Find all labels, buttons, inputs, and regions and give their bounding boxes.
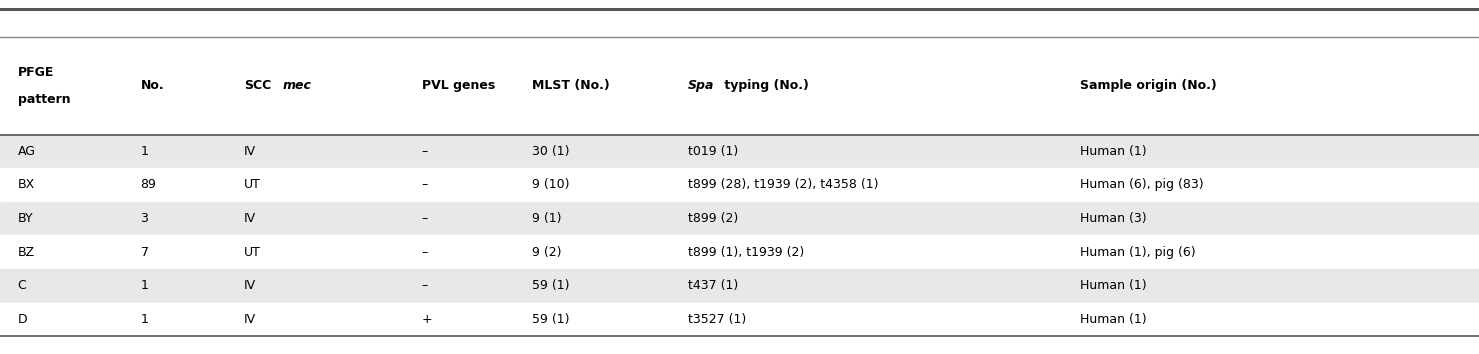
Text: t3527 (1): t3527 (1) [688, 313, 745, 326]
Text: MLST (No.): MLST (No.) [532, 79, 611, 92]
Text: Human (1): Human (1) [1080, 313, 1146, 326]
Text: 1: 1 [141, 145, 148, 158]
Text: IV: IV [244, 279, 256, 292]
Text: Sample origin (No.): Sample origin (No.) [1080, 79, 1216, 92]
Text: –: – [422, 145, 427, 158]
Text: t899 (1), t1939 (2): t899 (1), t1939 (2) [688, 246, 805, 259]
Text: Spa: Spa [688, 79, 714, 92]
Text: PFGE: PFGE [18, 66, 55, 79]
Text: 1: 1 [141, 313, 148, 326]
Text: No.: No. [141, 79, 164, 92]
Text: +: + [422, 313, 432, 326]
Text: 59 (1): 59 (1) [532, 313, 569, 326]
Bar [0, 168, 1479, 202]
Text: IV: IV [244, 212, 256, 225]
Text: 7: 7 [141, 246, 148, 259]
Text: BY: BY [18, 212, 34, 225]
Text: –: – [422, 279, 427, 292]
Text: 30 (1): 30 (1) [532, 145, 569, 158]
Text: Human (1), pig (6): Human (1), pig (6) [1080, 246, 1195, 259]
Bar [0, 202, 1479, 235]
Text: Human (3): Human (3) [1080, 212, 1146, 225]
Text: –: – [422, 178, 427, 192]
Text: typing (No.): typing (No.) [720, 79, 809, 92]
Text: PVL genes: PVL genes [422, 79, 495, 92]
Text: 9 (10): 9 (10) [532, 178, 569, 192]
Text: t019 (1): t019 (1) [688, 145, 738, 158]
Text: t899 (2): t899 (2) [688, 212, 738, 225]
Text: Human (6), pig (83): Human (6), pig (83) [1080, 178, 1204, 192]
Text: –: – [422, 246, 427, 259]
Text: IV: IV [244, 313, 256, 326]
Text: mec: mec [282, 79, 312, 92]
Text: BZ: BZ [18, 246, 35, 259]
Text: Human (1): Human (1) [1080, 279, 1146, 292]
Text: 3: 3 [141, 212, 148, 225]
Text: pattern: pattern [18, 93, 71, 105]
Text: t437 (1): t437 (1) [688, 279, 738, 292]
Text: 9 (2): 9 (2) [532, 246, 562, 259]
Text: SCC: SCC [244, 79, 271, 92]
Text: –: – [422, 212, 427, 225]
Text: 1: 1 [141, 279, 148, 292]
Bar [0, 135, 1479, 168]
Text: BX: BX [18, 178, 35, 192]
Text: 89: 89 [141, 178, 157, 192]
Bar [0, 269, 1479, 303]
Text: D: D [18, 313, 28, 326]
Text: IV: IV [244, 145, 256, 158]
Text: AG: AG [18, 145, 35, 158]
Text: UT: UT [244, 246, 260, 259]
Text: 9 (1): 9 (1) [532, 212, 562, 225]
Text: 59 (1): 59 (1) [532, 279, 569, 292]
Text: Human (1): Human (1) [1080, 145, 1146, 158]
Bar [0, 235, 1479, 269]
Text: t899 (28), t1939 (2), t4358 (1): t899 (28), t1939 (2), t4358 (1) [688, 178, 879, 192]
Bar [0, 303, 1479, 336]
Text: UT: UT [244, 178, 260, 192]
Text: C: C [18, 279, 27, 292]
